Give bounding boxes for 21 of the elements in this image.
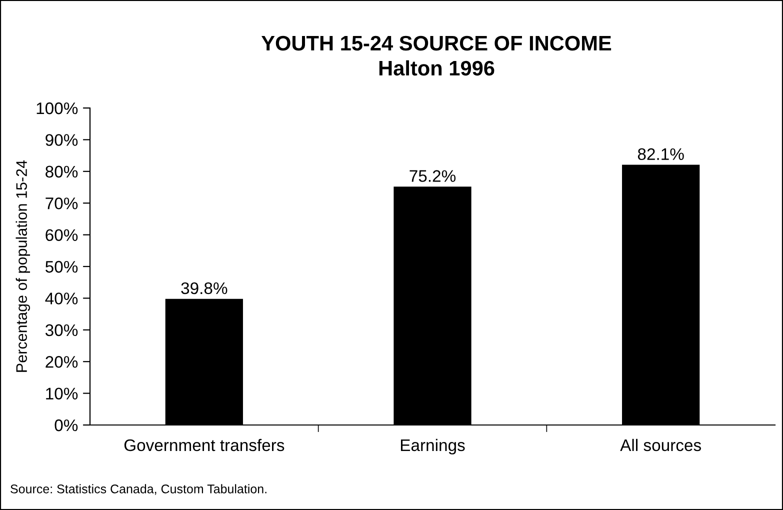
y-tick-label: 90% — [46, 134, 78, 146]
y-tick-label: 20% — [46, 356, 78, 368]
source-note: Source: Statistics Canada, Custom Tabulation. — [10, 484, 266, 495]
data-label: 75.2% — [410, 170, 456, 182]
y-tick-label: 10% — [46, 388, 78, 400]
x-tick-label: Earnings — [400, 438, 465, 454]
data-label: 39.8% — [181, 282, 228, 294]
y-tick-label: 80% — [46, 166, 78, 178]
x-tick-label: All sources — [620, 438, 701, 452]
chart-title: YOUTH 15-24 SOURCE OF INCOME — [261, 36, 612, 51]
data-label: 82.1% — [638, 148, 684, 160]
x-tick-label: Government transfers — [124, 438, 284, 452]
y-tick-label: 60% — [46, 229, 78, 242]
y-axis-title: Percentage of population 15-24 — [16, 160, 30, 372]
y-tick-label: 100% — [36, 102, 78, 114]
y-tick-label: 50% — [46, 260, 78, 273]
y-tick-label: 40% — [45, 292, 78, 304]
y-tick-label: 0% — [54, 419, 78, 432]
y-tick-label: 70% — [46, 198, 78, 210]
chart-subtitle: Halton 1996 — [379, 60, 494, 76]
y-tick-label: 30% — [45, 324, 78, 336]
